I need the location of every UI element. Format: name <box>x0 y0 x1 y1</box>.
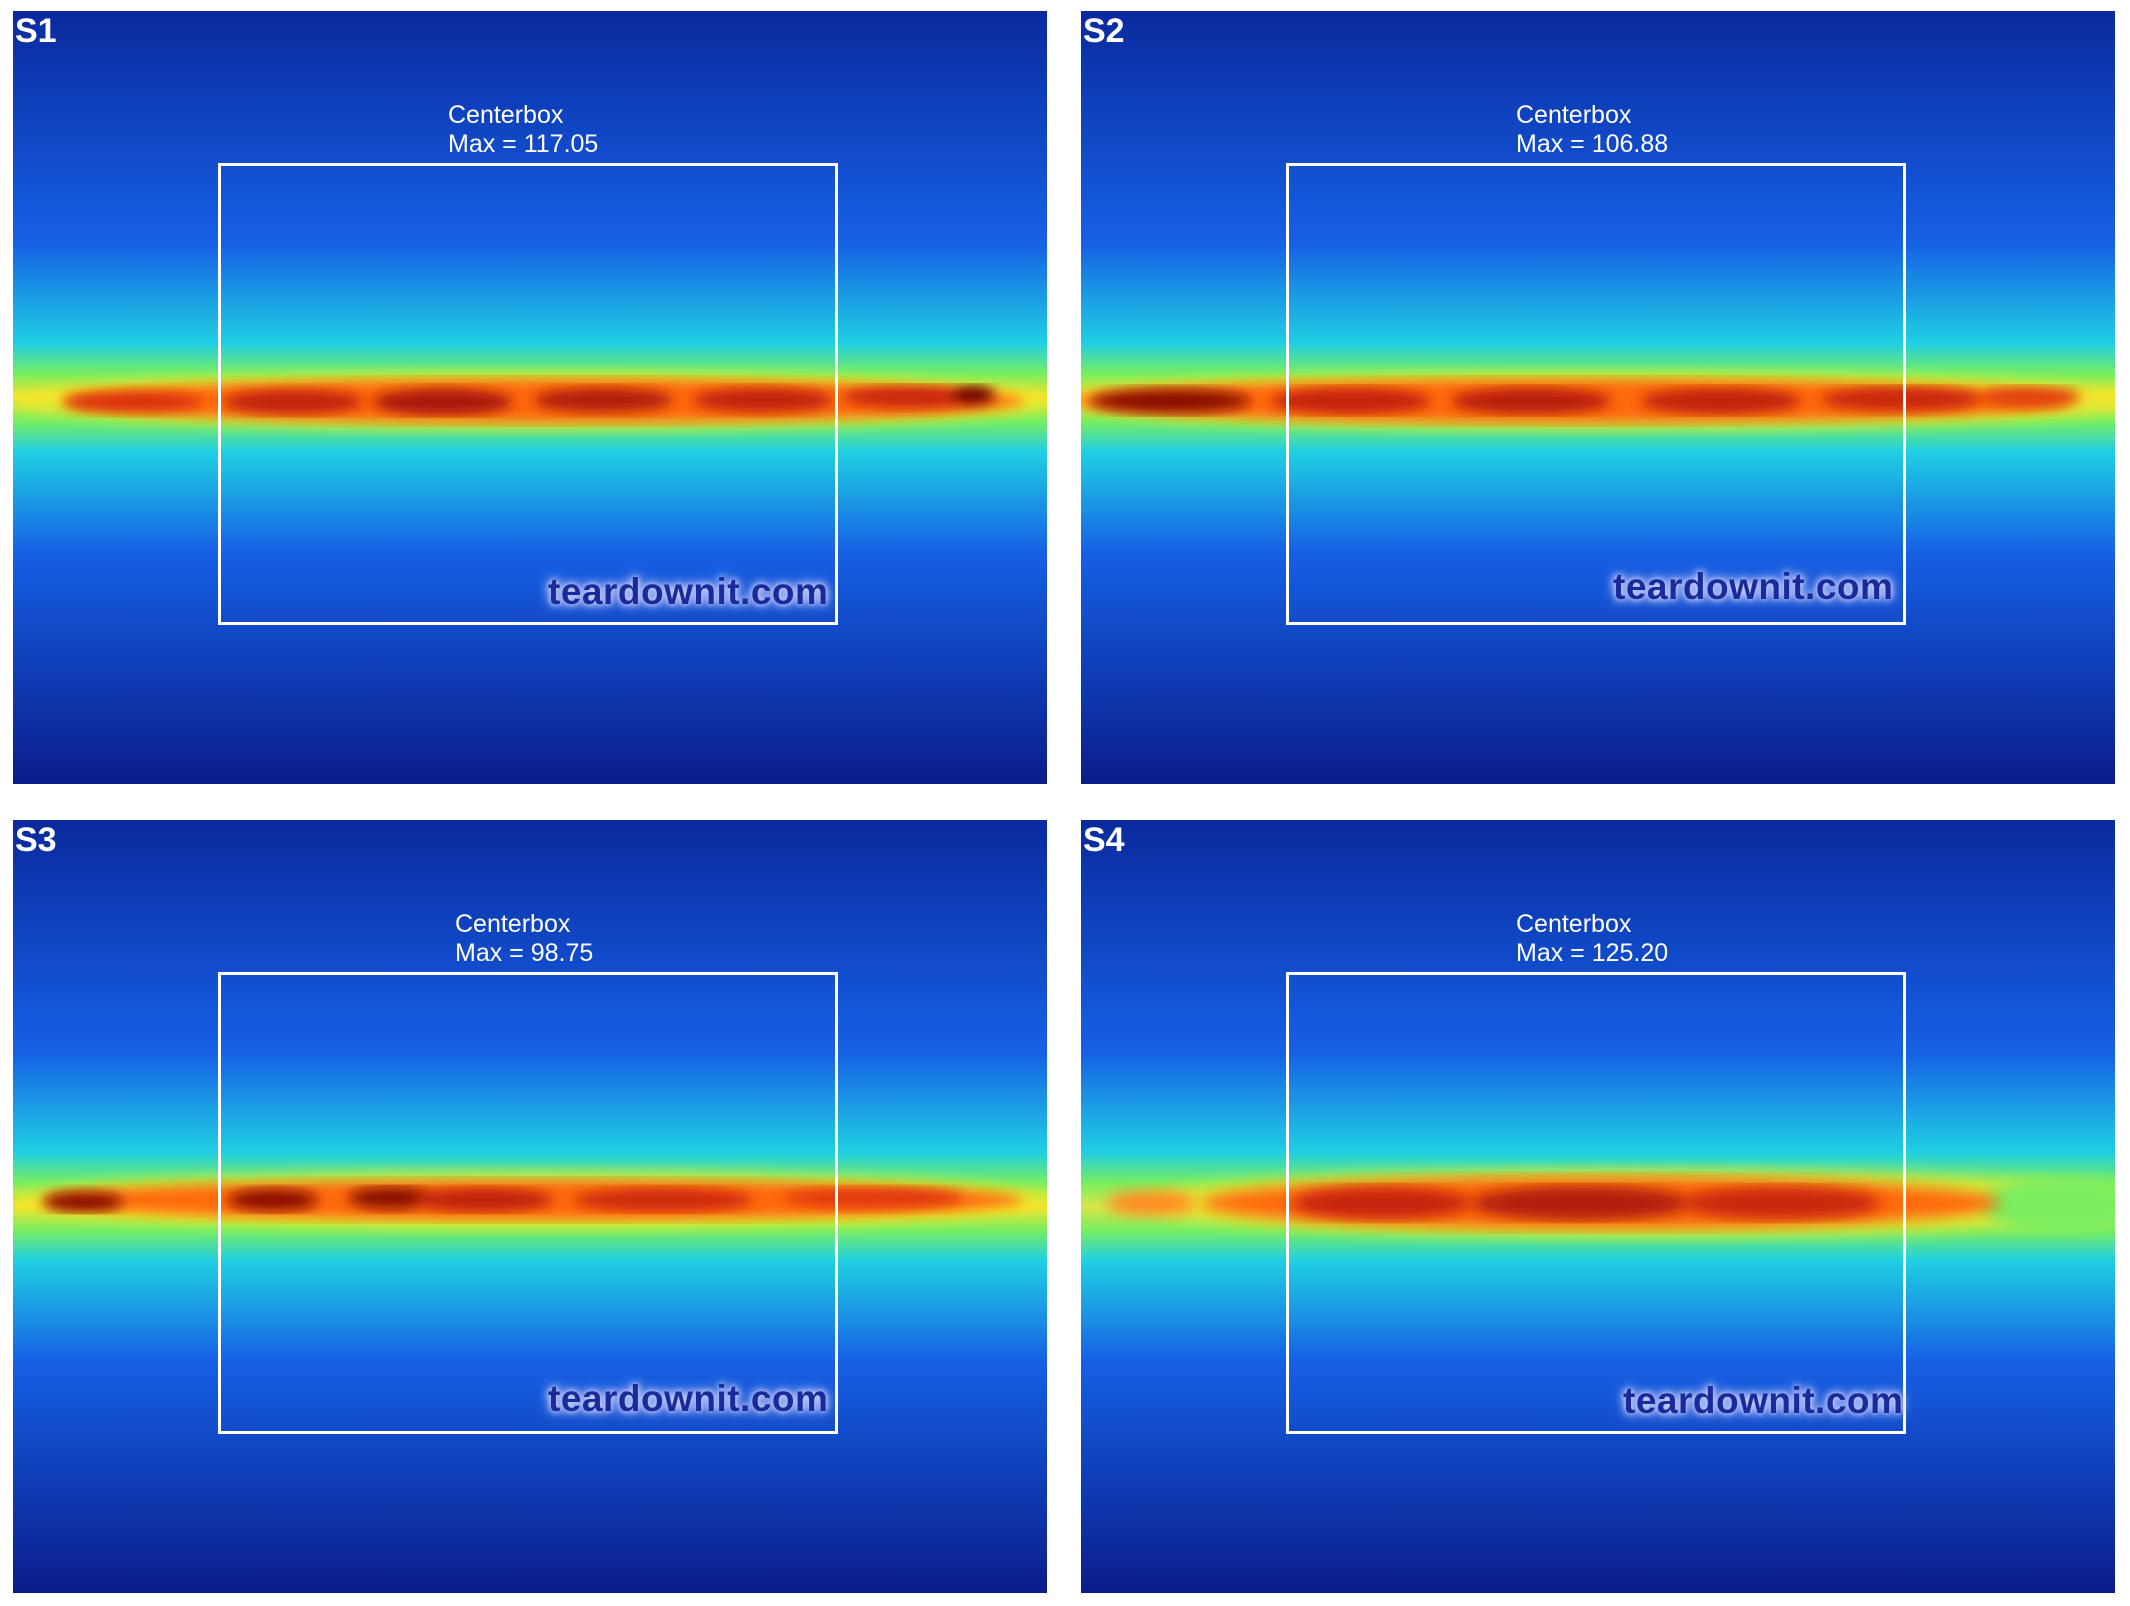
centerbox-rect-s4 <box>1286 972 1906 1434</box>
centerbox-title-s2: Centerbox <box>1516 101 1632 129</box>
thermal-panel-s4: S4 Centerbox Max = 125.20 teardownit.com <box>1081 820 2115 1593</box>
watermark-s4: teardownit.com <box>1623 1380 1904 1421</box>
centerbox-max-s2: Max = 106.88 <box>1516 130 1669 158</box>
thermal-panel-s2: S2 Centerbox Max = 106.88 teardownit.com <box>1081 11 2115 784</box>
thermal-image-s1 <box>13 11 1047 784</box>
centerbox-max-s1: Max = 117.05 <box>448 130 599 158</box>
centerbox-caption-s2: Centerbox Max = 106.88 <box>1516 101 1668 159</box>
panel-label-s2: S2 <box>1083 12 1125 50</box>
centerbox-caption-s4: Centerbox Max = 125.20 <box>1516 910 1668 968</box>
centerbox-rect-s1 <box>218 163 838 625</box>
centerbox-caption-s1: Centerbox Max = 117.05 <box>448 101 598 159</box>
watermark-s2: teardownit.com <box>1613 566 1894 607</box>
centerbox-max-s3: Max = 98.75 <box>455 939 594 967</box>
panel-label-s1: S1 <box>15 12 57 50</box>
panel-label-s4: S4 <box>1083 821 1125 859</box>
centerbox-title-s1: Centerbox <box>448 101 564 129</box>
centerbox-rect-s2 <box>1286 163 1906 625</box>
thermal-panel-s3: S3 Centerbox Max = 98.75 teardownit.com <box>13 820 1047 1593</box>
watermark-s3: teardownit.com <box>548 1378 829 1419</box>
thermal-image-s3 <box>13 820 1047 1593</box>
thermal-image-s4 <box>1081 820 2115 1593</box>
watermark-s1: teardownit.com <box>548 571 829 612</box>
panel-label-s3: S3 <box>15 821 57 859</box>
centerbox-title-s3: Centerbox <box>455 910 571 938</box>
centerbox-rect-s3 <box>218 972 838 1434</box>
thermal-image-s2 <box>1081 11 2115 784</box>
centerbox-max-s4: Max = 125.20 <box>1516 939 1669 967</box>
centerbox-title-s4: Centerbox <box>1516 910 1632 938</box>
thermal-panel-s1: S1 Centerbox Max = 117.05 teardownit.com <box>13 11 1047 784</box>
centerbox-caption-s3: Centerbox Max = 98.75 <box>455 910 593 968</box>
